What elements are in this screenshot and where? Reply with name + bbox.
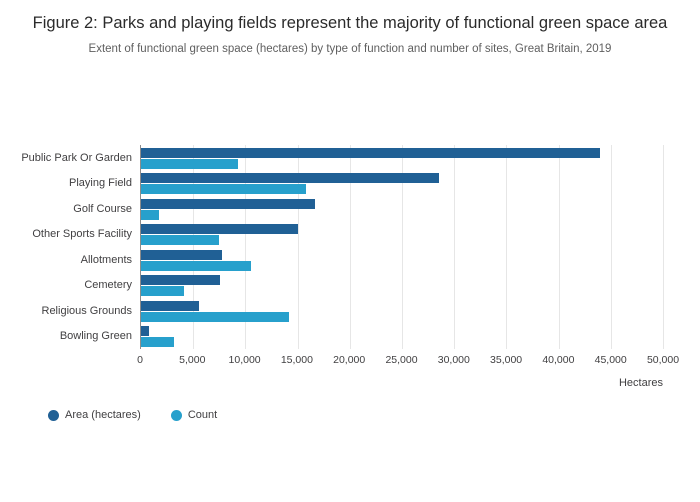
chart-body: Public Park Or Garden Playing Field Golf C… [0, 145, 700, 349]
x-tick-label: 15,000 [280, 354, 313, 366]
bar-count [141, 209, 159, 220]
gridline [193, 145, 195, 349]
bar-group [141, 273, 663, 299]
bar-count [141, 260, 251, 271]
x-axis-title: Hectares [618, 377, 663, 389]
chart-title: Figure 2: Parks and playing fields repre… [32, 14, 668, 32]
category-label: Bowling Green [59, 330, 132, 343]
y-axis-labels: Public Park Or Garden Playing Field Golf C… [0, 145, 140, 349]
bar-count [141, 337, 175, 347]
x-tick-label: 40,000 [542, 354, 575, 366]
gridline [558, 145, 560, 349]
legend: Area (hectares) Count [48, 409, 217, 421]
gridline [297, 145, 299, 349]
bar-area-hectares [141, 275, 221, 285]
gridline [402, 145, 403, 349]
category-label: Religious Grounds [41, 304, 133, 317]
gridline [245, 145, 247, 349]
bar-area-hectares [141, 326, 150, 336]
x-tick-label: 5,000 [179, 354, 206, 366]
bar-count [141, 184, 306, 194]
legend-item-count[interactable]: Count [170, 409, 218, 421]
x-tick-label: 0 [137, 354, 143, 366]
gridline [454, 145, 456, 349]
bar-area-hectares [141, 173, 439, 183]
legend-label-count: Count [187, 409, 218, 421]
bar-count [141, 311, 290, 322]
category-label: Golf Course [73, 202, 132, 215]
bar-area-hectares [141, 300, 200, 311]
x-axis-ticks: 0 5,000 10,000 15,000 20,000 25,000 30,000 35,0… [137, 354, 679, 369]
bar-group [141, 324, 663, 350]
gridline [663, 145, 664, 349]
bar-group [141, 222, 663, 248]
bar-chart: Public Park Or Garden Playing Field Golf C… [0, 145, 700, 389]
category-label: Other Sports Facility [32, 228, 132, 241]
category-label: Playing Field [69, 177, 132, 190]
legend-label-area: Area (hectares) [65, 409, 141, 421]
bar-area-hectares [141, 224, 298, 234]
category-label: Cemetery [84, 279, 132, 292]
legend-item-area[interactable]: Area (hectares) [48, 409, 141, 421]
x-tick-label: 50,000 [646, 354, 680, 366]
bar-count [141, 235, 220, 245]
gridline [506, 145, 508, 349]
bar-count [141, 286, 184, 296]
legend-marker-area-icon [48, 409, 59, 421]
x-tick-label: 20,000 [333, 354, 366, 366]
x-tick-label: 45,000 [594, 354, 627, 366]
chart-subtitle: Extent of functional green space (hectar… [88, 43, 612, 56]
bar-area-hectares [141, 249, 223, 260]
bar-group [141, 196, 663, 222]
bar-group [141, 298, 663, 324]
plot-area [140, 145, 664, 350]
gridline [349, 145, 351, 349]
bar-count [141, 158, 239, 169]
legend-marker-count-icon [170, 409, 182, 421]
category-label: Allotments [80, 253, 132, 266]
bar-group [141, 171, 663, 197]
x-tick-label: 10,000 [228, 354, 261, 366]
gridline [610, 145, 612, 349]
bar-group [141, 247, 663, 273]
x-tick-label: 35,000 [490, 354, 523, 366]
x-tick-label: 30,000 [437, 354, 470, 366]
bar-area-hectares [141, 147, 601, 158]
x-tick-label: 25,000 [385, 354, 418, 366]
category-label: Public Park Or Garden [21, 151, 132, 164]
bar-group [141, 145, 663, 171]
bar-area-hectares [141, 198, 316, 209]
